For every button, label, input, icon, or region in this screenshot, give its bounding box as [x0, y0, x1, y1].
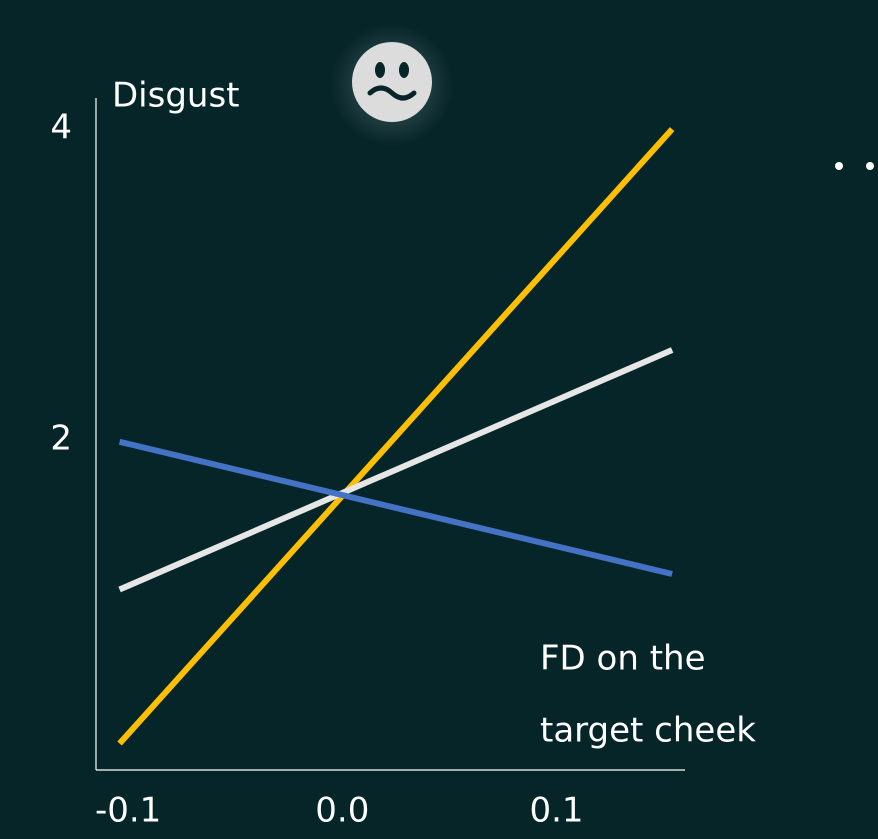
dots — [835, 162, 874, 170]
y-axis-label: Disgust — [112, 76, 240, 116]
series-line — [117, 127, 675, 746]
series-line — [118, 438, 673, 577]
x-tick-label: 0.0 — [315, 791, 369, 831]
x-axis-label: FD on the — [540, 639, 706, 679]
y-tick-label: 2 — [50, 419, 72, 459]
x-axis-label: target cheek — [540, 711, 756, 751]
series-line — [118, 347, 674, 593]
x-tick-label: -0.1 — [95, 791, 161, 831]
x-tick-label: 0.1 — [529, 791, 583, 831]
y-tick-label: 4 — [50, 108, 72, 148]
sad-face-icon — [330, 23, 454, 147]
